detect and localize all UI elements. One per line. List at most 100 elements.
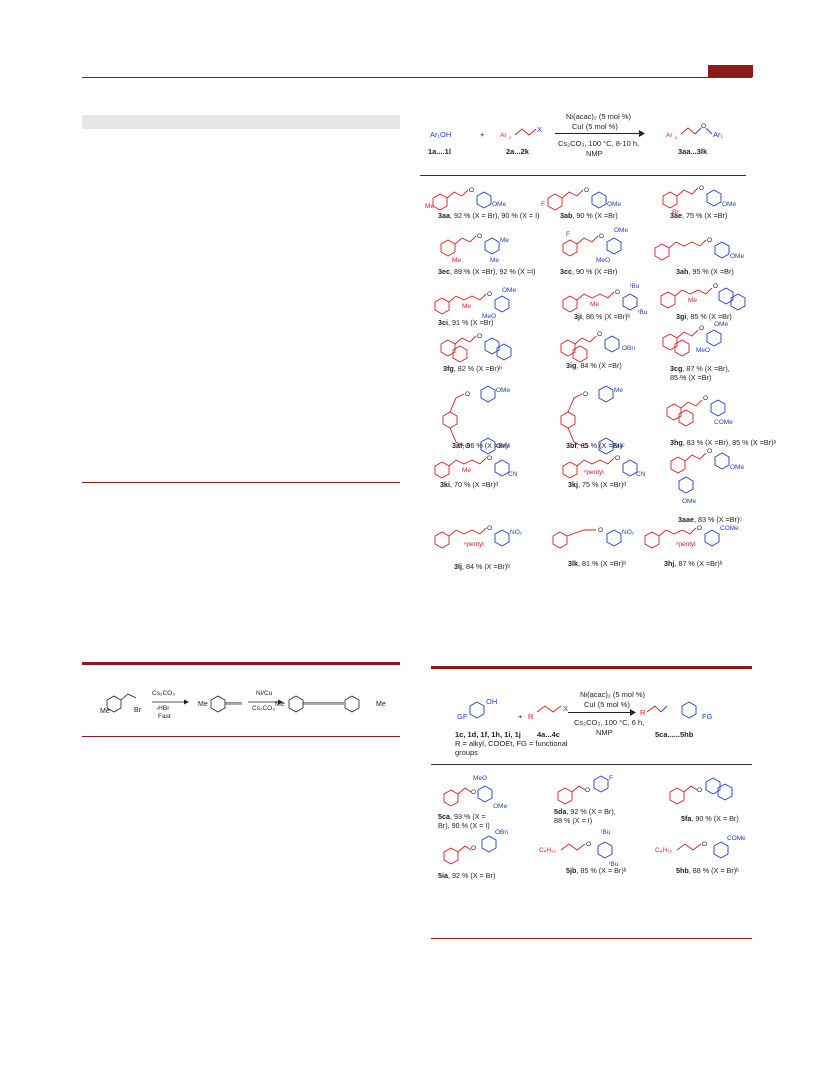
svg-text:Me: Me bbox=[614, 443, 623, 450]
svg-text:O: O bbox=[583, 391, 588, 398]
svg-text:OBn: OBn bbox=[622, 345, 635, 352]
scheme2-bottom-rule bbox=[431, 938, 752, 939]
svg-text:OMe: OMe bbox=[730, 253, 744, 260]
scheme2-product-r: R bbox=[640, 708, 646, 717]
svg-text:O: O bbox=[585, 787, 590, 794]
scheme1-x: X bbox=[537, 125, 543, 134]
compound-label: 3af, 86 % (X =Br)ᶜ bbox=[452, 441, 511, 450]
scheme2-cond2: CuI (5 mol %) bbox=[584, 700, 630, 709]
scheme2-label2: 4a...4c bbox=[537, 730, 560, 739]
svg-text:Me: Me bbox=[462, 303, 471, 310]
svg-text:Me: Me bbox=[452, 257, 461, 264]
scheme1-label3: 3aa...3lk bbox=[678, 147, 708, 156]
scheme2-gf: GF bbox=[457, 712, 468, 721]
left-reagent1: Cs₂CO₃ bbox=[152, 690, 175, 697]
svg-text:OMe: OMe bbox=[496, 387, 510, 394]
svg-text:O: O bbox=[697, 787, 702, 794]
svg-text:OMe: OMe bbox=[614, 227, 628, 234]
scheme2-label1: 1c, 1d, 1f, 1h, 1i, 1j bbox=[455, 730, 521, 739]
svg-text:O: O bbox=[699, 185, 704, 192]
svg-text:OMe: OMe bbox=[682, 498, 696, 505]
scheme2-cond4: NMP bbox=[596, 728, 613, 737]
svg-text:CN: CN bbox=[636, 471, 646, 478]
svg-text:O: O bbox=[713, 283, 718, 290]
left-reagent2: -HBr bbox=[156, 705, 170, 712]
svg-text:Ar: Ar bbox=[666, 132, 673, 139]
left-rule-thick bbox=[82, 662, 400, 665]
svg-text:O: O bbox=[471, 789, 476, 796]
left-column-gray-bar bbox=[82, 115, 400, 129]
svg-text:O: O bbox=[697, 525, 702, 532]
svg-text:O: O bbox=[477, 333, 482, 340]
svg-text:F: F bbox=[566, 231, 570, 238]
compound-label: 3ab, 90 % (X =Br) bbox=[560, 211, 618, 220]
svg-text:NO₂: NO₂ bbox=[622, 529, 635, 536]
svg-text:ᵗBu: ᵗBu bbox=[638, 309, 648, 316]
svg-text:Me: Me bbox=[614, 387, 623, 394]
svg-text:ⁿpentyl: ⁿpentyl bbox=[584, 469, 604, 476]
svg-text:OMe: OMe bbox=[730, 464, 744, 471]
scheme2-x: X bbox=[563, 704, 569, 713]
compound-label: 3cg, 87 % (X =Br), bbox=[670, 364, 730, 373]
scheme2-divider bbox=[431, 764, 752, 765]
compound-label: 3gi, 85 % (X =Br) bbox=[676, 312, 732, 321]
compound-label: 3cc, 90 % (X =Br) bbox=[560, 267, 618, 276]
svg-text:OMe: OMe bbox=[502, 287, 516, 294]
compound-label: 5hb, 88 % (X = Br)ᵇ bbox=[676, 866, 739, 875]
compound-label: 3fg, 82 % (X =Br)ᵇ bbox=[443, 364, 502, 373]
svg-text:F: F bbox=[541, 201, 545, 208]
scheme2-product-fg: FG bbox=[702, 712, 713, 721]
svg-text:O: O bbox=[699, 325, 704, 332]
svg-text:OMe: OMe bbox=[496, 443, 510, 450]
scheme1-plus: + bbox=[480, 130, 485, 139]
svg-text:Me: Me bbox=[590, 301, 599, 308]
left-me-1: Me bbox=[100, 708, 110, 715]
svg-text:C₆H₁₃: C₆H₁₃ bbox=[539, 847, 556, 854]
svg-text:COMe: COMe bbox=[714, 419, 733, 426]
svg-text:OMe: OMe bbox=[493, 803, 507, 810]
svg-text:Ar: Ar bbox=[500, 132, 507, 139]
svg-text:O: O bbox=[465, 443, 470, 450]
scheme2-note2: groups bbox=[455, 748, 478, 757]
svg-text:O: O bbox=[465, 391, 470, 398]
scheme2-r: R bbox=[528, 712, 534, 721]
svg-text:ⁿpentyl: ⁿpentyl bbox=[676, 541, 696, 548]
compound-label: 3ki, 70 % (X =Br)ᵈ bbox=[440, 480, 499, 489]
svg-text:O: O bbox=[469, 187, 474, 194]
compound-label: 85 % (X =Br) bbox=[670, 373, 712, 382]
svg-text:ᵗBu: ᵗBu bbox=[601, 829, 611, 836]
svg-text:O: O bbox=[487, 525, 492, 532]
compound-label: 5fa, 90 % (X = Br) bbox=[681, 814, 739, 823]
scheme2-reactant-structures bbox=[469, 701, 697, 719]
scheme2-label3: 5ca......5hb bbox=[655, 730, 694, 739]
compound-label: 3ae, 75 % (X =Br) bbox=[670, 211, 728, 220]
left-reagent4: Ni/Cu bbox=[256, 690, 273, 697]
left-me-3: Me bbox=[275, 701, 285, 708]
scheme2-cond1: Ni(acac)₂ (5 mol %) bbox=[580, 690, 646, 699]
left-me-4: Me bbox=[376, 701, 386, 708]
svg-text:O: O bbox=[487, 455, 492, 462]
compound-label: 3ji, 86 % (X =Br)ᵇ bbox=[574, 312, 631, 321]
svg-text:O: O bbox=[599, 233, 604, 240]
left-br: Br bbox=[134, 707, 141, 714]
compound-label: 3ec, 89 % (X =Br), 92 % (X =I) bbox=[438, 267, 536, 276]
scheme2-cond3: Cs₂CO₃, 100 °C, 6 h, bbox=[574, 718, 645, 727]
compound-label: Br), 90 % (X = I) bbox=[438, 821, 490, 830]
svg-text:O: O bbox=[702, 841, 707, 848]
compound-label: 5ia, 92 % (X = Br) bbox=[438, 871, 496, 880]
header-rule bbox=[82, 77, 752, 78]
header-tab bbox=[708, 65, 753, 77]
compound-label: 3lk, 81 % (X =Br)ᵇ bbox=[568, 559, 627, 568]
scheme1-cond2: CuI (5 mol %) bbox=[572, 122, 618, 131]
svg-text:COMe: COMe bbox=[727, 835, 746, 842]
svg-text:F: F bbox=[609, 775, 613, 782]
svg-text:O: O bbox=[597, 331, 602, 338]
svg-text:OMe: OMe bbox=[722, 201, 736, 208]
svg-text:OMe: OMe bbox=[714, 321, 728, 328]
left-rule-2 bbox=[82, 736, 400, 737]
scheme2-top-rule bbox=[431, 666, 752, 669]
scheme1-label2: 2a...2k bbox=[506, 147, 529, 156]
svg-text:NO₂: NO₂ bbox=[510, 529, 523, 536]
